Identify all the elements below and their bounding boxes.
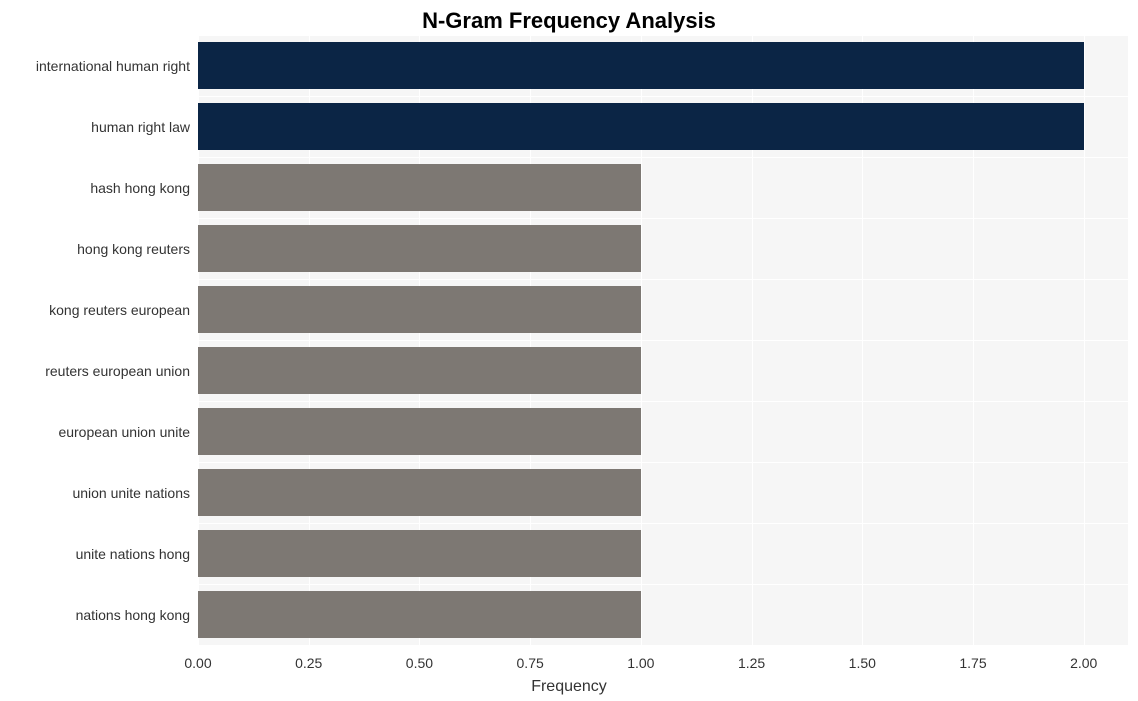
bar: [198, 225, 641, 272]
grid-line-h: [198, 157, 1128, 158]
x-tick-label: 0.25: [295, 655, 322, 671]
x-axis-label: Frequency: [0, 678, 1138, 696]
plot-area: [198, 35, 1128, 645]
y-tick-label: unite nations hong: [76, 546, 190, 562]
grid-line-h: [198, 523, 1128, 524]
bar: [198, 591, 641, 638]
bar: [198, 347, 641, 394]
y-tick-label: international human right: [36, 58, 190, 74]
x-tick-label: 1.75: [959, 655, 986, 671]
bar: [198, 164, 641, 211]
grid-line-h: [198, 96, 1128, 97]
bar: [198, 530, 641, 577]
y-tick-label: reuters european union: [45, 363, 190, 379]
bar: [198, 103, 1084, 150]
bar: [198, 42, 1084, 89]
y-tick-label: kong reuters european: [49, 302, 190, 318]
x-tick-label: 1.00: [627, 655, 654, 671]
y-tick-label: hong kong reuters: [77, 241, 190, 257]
y-tick-label: human right law: [91, 119, 190, 135]
x-tick-label: 0.50: [406, 655, 433, 671]
y-tick-label: union unite nations: [72, 485, 190, 501]
x-tick-label: 1.25: [738, 655, 765, 671]
chart-title: N-Gram Frequency Analysis: [0, 8, 1138, 34]
x-tick-label: 2.00: [1070, 655, 1097, 671]
bar: [198, 469, 641, 516]
grid-line-h: [198, 218, 1128, 219]
x-tick-label: 0.00: [184, 655, 211, 671]
x-tick-label: 0.75: [517, 655, 544, 671]
bar: [198, 286, 641, 333]
y-tick-label: hash hong kong: [90, 180, 190, 196]
bar: [198, 408, 641, 455]
grid-line-h: [198, 340, 1128, 341]
y-tick-label: nations hong kong: [76, 607, 190, 623]
x-tick-label: 1.50: [849, 655, 876, 671]
grid-line-h: [198, 462, 1128, 463]
grid-line-h: [198, 35, 1128, 36]
grid-line-h: [198, 279, 1128, 280]
grid-line-h: [198, 584, 1128, 585]
grid-line-h: [198, 401, 1128, 402]
chart-container: N-Gram Frequency Analysis international …: [0, 0, 1138, 701]
y-tick-label: european union unite: [58, 424, 190, 440]
grid-line-h: [198, 645, 1128, 646]
